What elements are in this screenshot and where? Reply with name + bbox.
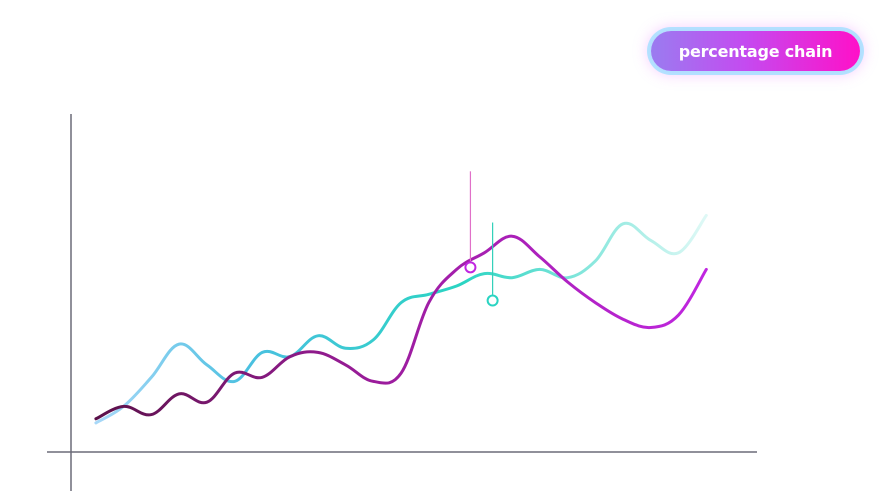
series-line-1 — [94, 213, 708, 425]
marker-dot-1 — [464, 261, 477, 274]
series-line-2 — [94, 234, 708, 421]
badge-label: percentage chain — [678, 41, 833, 61]
percentage-chain-badge[interactable]: percentage chain — [651, 31, 860, 71]
marker-dot-2 — [486, 294, 499, 307]
